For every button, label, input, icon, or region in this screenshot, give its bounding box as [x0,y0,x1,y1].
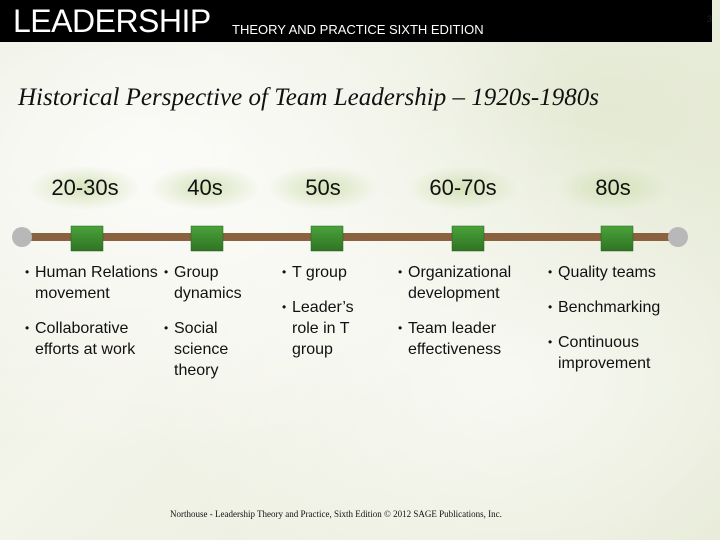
era-list-20-30s: Human Relations movement Collaborative e… [25,262,160,374]
list-item: Leader’s role in T group [282,297,382,360]
list-item: Team leader effectiveness [398,318,538,360]
era-label-60-70s: 60-70s [408,166,518,210]
list-item: Social science theory [164,318,274,381]
footer-citation: Northouse - Leadership Theory and Practi… [170,509,502,519]
list-item: T group [282,262,382,283]
era-label-40s: 40s [150,166,260,210]
list-item: Continuous improvement [548,332,698,374]
era-label-50s: 50s [268,166,378,210]
timeline-marker-60-70s [451,225,485,252]
page-number: 3 [706,14,712,24]
era-label-20-30s: 20-30s [30,166,140,210]
era-label-80s: 80s [558,166,668,210]
era-list-80s: Quality teams Benchmarking Continuous im… [548,262,698,388]
brand-subtitle: THEORY AND PRACTICE SIXTH EDITION [232,22,484,37]
era-list-40s: Group dynamics Social science theory [164,262,274,395]
era-list-50s: T group Leader’s role in T group [282,262,382,374]
timeline-marker-40s [190,225,224,252]
list-item: Group dynamics [164,262,274,304]
list-item: Quality teams [548,262,698,283]
timeline-marker-20-30s [70,225,104,252]
timeline-line [22,233,678,241]
header-bar: LEADERSHIP THEORY AND PRACTICE SIXTH EDI… [0,0,712,42]
timeline-marker-50s [310,225,344,252]
list-item: Benchmarking [548,297,698,318]
list-item: Organizational development [398,262,538,304]
list-item: Collaborative efforts at work [25,318,160,360]
era-list-60-70s: Organizational development Team leader e… [398,262,538,374]
slide-title: Historical Perspective of Team Leadershi… [18,84,599,111]
timeline-end-cap [668,227,688,247]
brand-title: LEADERSHIP [13,3,211,39]
timeline-marker-80s [600,225,634,252]
list-item: Human Relations movement [25,262,160,304]
timeline-start-cap [12,227,32,247]
